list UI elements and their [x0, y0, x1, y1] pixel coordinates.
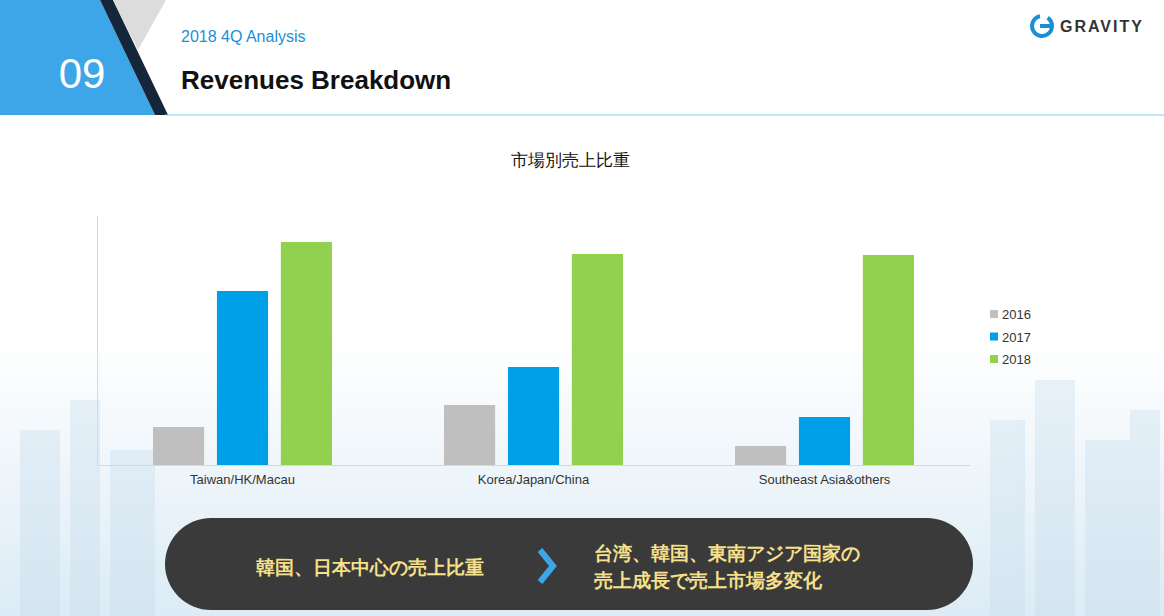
legend-label: 2018: [1002, 352, 1031, 367]
legend-label: 2016: [1002, 307, 1031, 322]
section-label: 2018 4Q Analysis: [181, 28, 306, 45]
bar: [572, 254, 623, 465]
x-axis-line: [98, 465, 971, 466]
building: [990, 420, 1025, 616]
legend: 2016 2017 2018: [990, 307, 1031, 367]
legend-label: 2017: [1002, 330, 1031, 345]
building: [110, 450, 155, 616]
x-tick-label: Taiwan/HK/Macau: [190, 472, 295, 487]
x-tick: Southeast Asia&others: [759, 465, 891, 487]
bar: [281, 242, 332, 465]
slide: 09 2018 4Q Analysis Revenues Breakdown GRAV…: [0, 0, 1164, 616]
legend-item: 2016: [990, 307, 1031, 322]
legend-item: 2018: [990, 352, 1031, 367]
y-axis: [97, 216, 98, 466]
section-number: 09: [59, 50, 106, 97]
building: [20, 430, 60, 616]
banner: [165, 518, 973, 610]
logo-text: GRAVITY: [1060, 18, 1144, 35]
x-tick-label: Korea/Japan/China: [478, 472, 590, 487]
header-corner: [113, 0, 166, 50]
header-rule: [165, 115, 1164, 116]
bar: [217, 291, 268, 465]
bar: [444, 405, 495, 465]
chart-title: 市場別売上比重: [511, 151, 630, 170]
bar: [735, 446, 786, 465]
x-tick-label: Southeast Asia&others: [759, 472, 891, 487]
building: [1130, 410, 1160, 616]
banner-arrow: [540, 550, 553, 582]
building: [1085, 440, 1135, 616]
banner-to: 台湾、韓国、東南アジア国家の: [594, 543, 860, 564]
background: [0, 0, 1164, 616]
page-title: Revenues Breakdown: [181, 65, 451, 95]
x-tick: Korea/Japan/China: [478, 465, 590, 487]
legend-swatch: [990, 310, 998, 318]
y-axis-line: [97, 216, 98, 466]
legend-swatch: [990, 355, 998, 363]
building: [1035, 380, 1075, 616]
building: [70, 400, 100, 616]
header-stripe: [100, 0, 168, 115]
logo-icon-bar: [1040, 24, 1052, 28]
banner-from: 韓国、日本中心の売上比重: [256, 557, 484, 578]
legend-swatch: [990, 333, 998, 341]
bar: [508, 367, 559, 465]
bar: [863, 255, 914, 465]
bar: [799, 417, 850, 465]
bars: [153, 242, 914, 465]
legend-item: 2017: [990, 330, 1031, 345]
banner-to: 売上成長で売上市場多変化: [594, 570, 823, 591]
x-tick: Taiwan/HK/Macau: [190, 465, 295, 487]
bar: [153, 427, 204, 465]
x-axis: Taiwan/HK/Macau Korea/Japan/China Southeas…: [98, 465, 971, 487]
logo-icon: [1030, 14, 1054, 38]
